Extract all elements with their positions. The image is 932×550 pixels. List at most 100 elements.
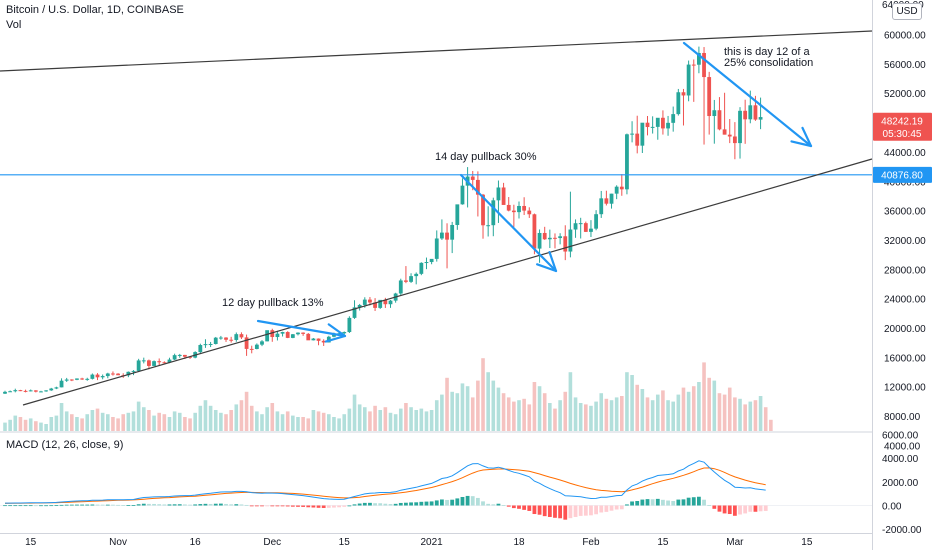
candle-body xyxy=(532,214,537,249)
volume-bar xyxy=(501,393,506,431)
candle-body xyxy=(39,391,43,393)
candle-body xyxy=(583,223,588,232)
macd-histogram-bar xyxy=(33,505,38,507)
price-tick-label: 52000.00 xyxy=(884,89,926,100)
volume-bar xyxy=(162,414,167,431)
macd-histogram-bar xyxy=(141,503,146,506)
macd-histogram-bar xyxy=(409,502,413,506)
candle-body xyxy=(162,362,167,364)
volume-bar xyxy=(275,411,280,431)
macd-histogram-bar xyxy=(90,504,95,506)
candle-body xyxy=(290,334,295,338)
candle-body xyxy=(758,117,763,120)
volume-bar xyxy=(763,407,768,431)
candle-body xyxy=(167,359,172,363)
macd-histogram-bar xyxy=(13,505,18,507)
candle-body xyxy=(337,333,341,335)
price-tick-label: 56000.00 xyxy=(884,60,926,71)
macd-histogram-bar xyxy=(183,504,187,506)
macd-histogram-bar xyxy=(666,500,670,506)
candle-body xyxy=(506,204,511,211)
candle-body xyxy=(537,232,542,249)
volume-bar xyxy=(717,393,722,431)
volume-bar xyxy=(414,410,418,431)
candle-body xyxy=(671,114,676,123)
macd-histogram-bar xyxy=(753,505,758,512)
volume-bar xyxy=(440,394,444,431)
macd-histogram-bar xyxy=(604,505,609,512)
macd-histogram-bar xyxy=(625,504,629,506)
macd-histogram-bar xyxy=(332,505,336,508)
volume-bar xyxy=(121,414,126,431)
candle-body xyxy=(614,186,619,194)
candle-body xyxy=(373,302,377,308)
macd-histogram-bar xyxy=(321,505,326,508)
candle-body xyxy=(285,332,290,338)
volume-bar xyxy=(578,403,583,431)
volume-bar xyxy=(100,412,105,431)
volume-bar xyxy=(229,410,233,431)
candle-body xyxy=(470,176,475,180)
macd-histogram-bar xyxy=(640,499,645,506)
candle-body xyxy=(172,355,177,360)
macd-histogram-bar xyxy=(167,504,172,506)
macd-histogram-bar xyxy=(116,504,120,506)
candle-body xyxy=(368,299,372,303)
candle-body xyxy=(460,185,465,205)
chart-title: Bitcoin / U.S. Dollar, 1D, COINBASE xyxy=(6,4,184,16)
volume-bar xyxy=(28,418,33,431)
macd-histogram-bar xyxy=(208,503,213,506)
volume-bar xyxy=(249,405,254,431)
macd-histogram-bar xyxy=(54,505,59,507)
candle-body xyxy=(224,337,228,340)
annotation-consolidation-line1: this is day 12 of a xyxy=(724,46,810,58)
macd-histogram-bar xyxy=(635,501,640,506)
macd-histogram-bar xyxy=(661,499,665,506)
candle-body xyxy=(18,390,23,392)
volume-bar xyxy=(522,398,526,431)
macd-histogram-bar xyxy=(260,505,264,507)
volume-bar xyxy=(177,412,182,431)
volume-bar xyxy=(635,384,640,431)
price-tick-label: 8000.00 xyxy=(884,412,921,423)
upper-trendline xyxy=(0,30,873,72)
volume-bar xyxy=(90,410,95,431)
lower-trendline xyxy=(22,158,873,406)
volume-bar xyxy=(486,372,490,431)
candle-body xyxy=(249,348,254,350)
macd-histogram-bar xyxy=(578,505,583,516)
volume-bar xyxy=(131,411,136,431)
time-tick-label: 15 xyxy=(801,537,813,548)
macd-tick-label: 4000.00 xyxy=(882,454,919,465)
volume-bar xyxy=(702,362,706,431)
volume-bar xyxy=(661,390,665,431)
macd-histogram-bar xyxy=(547,505,552,517)
volume-bar xyxy=(686,391,691,431)
macd-histogram-bar xyxy=(249,505,254,507)
candle-body xyxy=(270,330,275,338)
drawings: 12 day pullback 13% 14 day pullback 30% th… xyxy=(0,30,873,406)
volume-bar xyxy=(85,414,90,431)
level-price-tag xyxy=(873,166,932,183)
macd-histogram-bar xyxy=(213,503,218,506)
candle-body xyxy=(229,339,234,341)
macd-histogram-bar xyxy=(337,505,341,508)
candle-body xyxy=(475,179,480,195)
macd-histogram-bar xyxy=(655,498,660,506)
volume-bar xyxy=(203,400,208,431)
macd-histogram-bar xyxy=(758,505,763,512)
candle-body xyxy=(496,187,501,201)
volume-bar xyxy=(681,387,686,431)
macd-histogram-bar xyxy=(573,505,578,517)
price-tick-label: 4000.00 xyxy=(884,441,921,452)
macd-histogram-bar xyxy=(455,498,460,506)
candle-body xyxy=(183,354,187,357)
macd-histogram-bar xyxy=(311,505,316,508)
macd-histogram-bar xyxy=(347,505,352,507)
candle-body xyxy=(486,225,491,227)
candle-body xyxy=(44,390,49,392)
candle-body xyxy=(347,317,352,333)
candle-body xyxy=(342,332,347,334)
currency-button[interactable]: USD xyxy=(892,3,922,20)
